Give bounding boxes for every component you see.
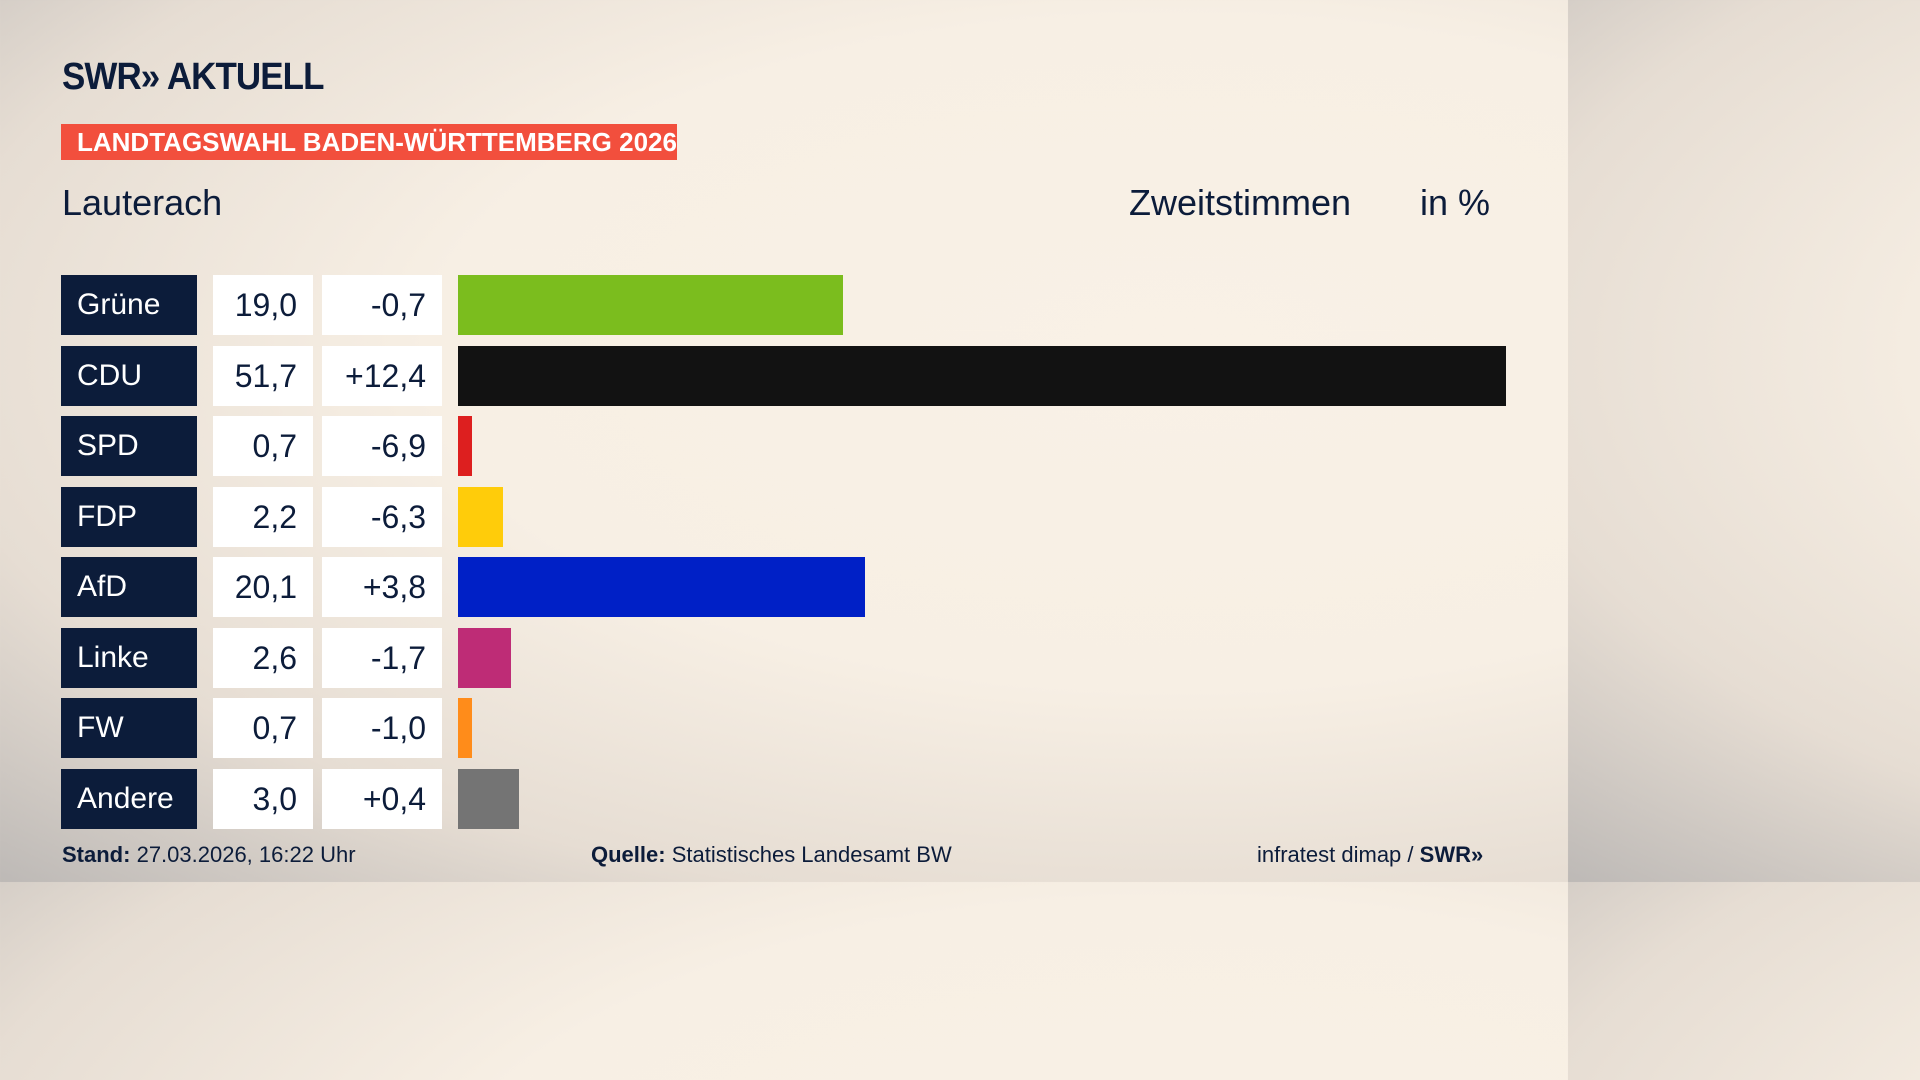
party-diff: +3,8: [322, 557, 442, 617]
party-label: FW: [61, 698, 197, 758]
party-value: 3,0: [213, 768, 313, 829]
party-diff: +0,4: [322, 768, 442, 829]
party-value: 51,7: [213, 345, 313, 406]
party-label: AfD: [61, 557, 197, 617]
party-label: SPD: [61, 416, 197, 476]
party-label: Grüne: [61, 275, 197, 335]
stand-label: Stand:: [62, 842, 131, 867]
party-bar: [458, 557, 866, 617]
party-value: 2,6: [213, 627, 313, 688]
party-diff: -6,3: [322, 486, 442, 547]
party-bar: [458, 416, 473, 476]
party-label: CDU: [61, 345, 197, 406]
swr-aktuell-logo: SWR» AKTUELL: [62, 56, 324, 98]
stand-value: 27.03.2026, 16:22 Uhr: [136, 842, 356, 867]
party-bar: [458, 275, 844, 335]
party-diff: -6,9: [322, 416, 442, 476]
party-bar: [458, 345, 1506, 406]
party-value: 0,7: [213, 698, 313, 758]
party-bar: [458, 627, 511, 688]
source-label: Quelle:: [591, 842, 666, 867]
party-value: 0,7: [213, 416, 313, 476]
party-bar: [458, 768, 519, 829]
party-diff: -1,0: [322, 698, 442, 758]
source: Quelle: Statistisches Landesamt BW: [591, 842, 952, 868]
party-diff: -1,7: [322, 627, 442, 688]
party-bar: [458, 698, 473, 758]
swr-small-logo: SWR»: [1419, 842, 1484, 867]
party-diff: -0,7: [322, 275, 442, 335]
party-value: 2,2: [213, 486, 313, 547]
timestamp: Stand: 27.03.2026, 16:22 Uhr: [62, 842, 356, 868]
party-value: 19,0: [213, 275, 313, 335]
party-value: 20,1: [213, 557, 313, 617]
measure-label: Zweitstimmen: [1129, 182, 1352, 223]
credit: infratest dimap / SWR»: [1257, 842, 1483, 868]
party-label: Andere: [61, 768, 197, 829]
party-label: Linke: [61, 627, 197, 688]
party-diff: +12,4: [322, 345, 442, 406]
election-banner: LANDTAGSWAHL BADEN-WÜRTTEMBERG 2026: [61, 124, 677, 160]
party-label: FDP: [61, 486, 197, 547]
party-bar: [458, 486, 503, 547]
credit-text: infratest dimap /: [1257, 842, 1420, 867]
region-title: Lauterach: [62, 182, 223, 223]
unit-label: in %: [1420, 182, 1491, 223]
source-value: Statistisches Landesamt BW: [671, 842, 952, 867]
